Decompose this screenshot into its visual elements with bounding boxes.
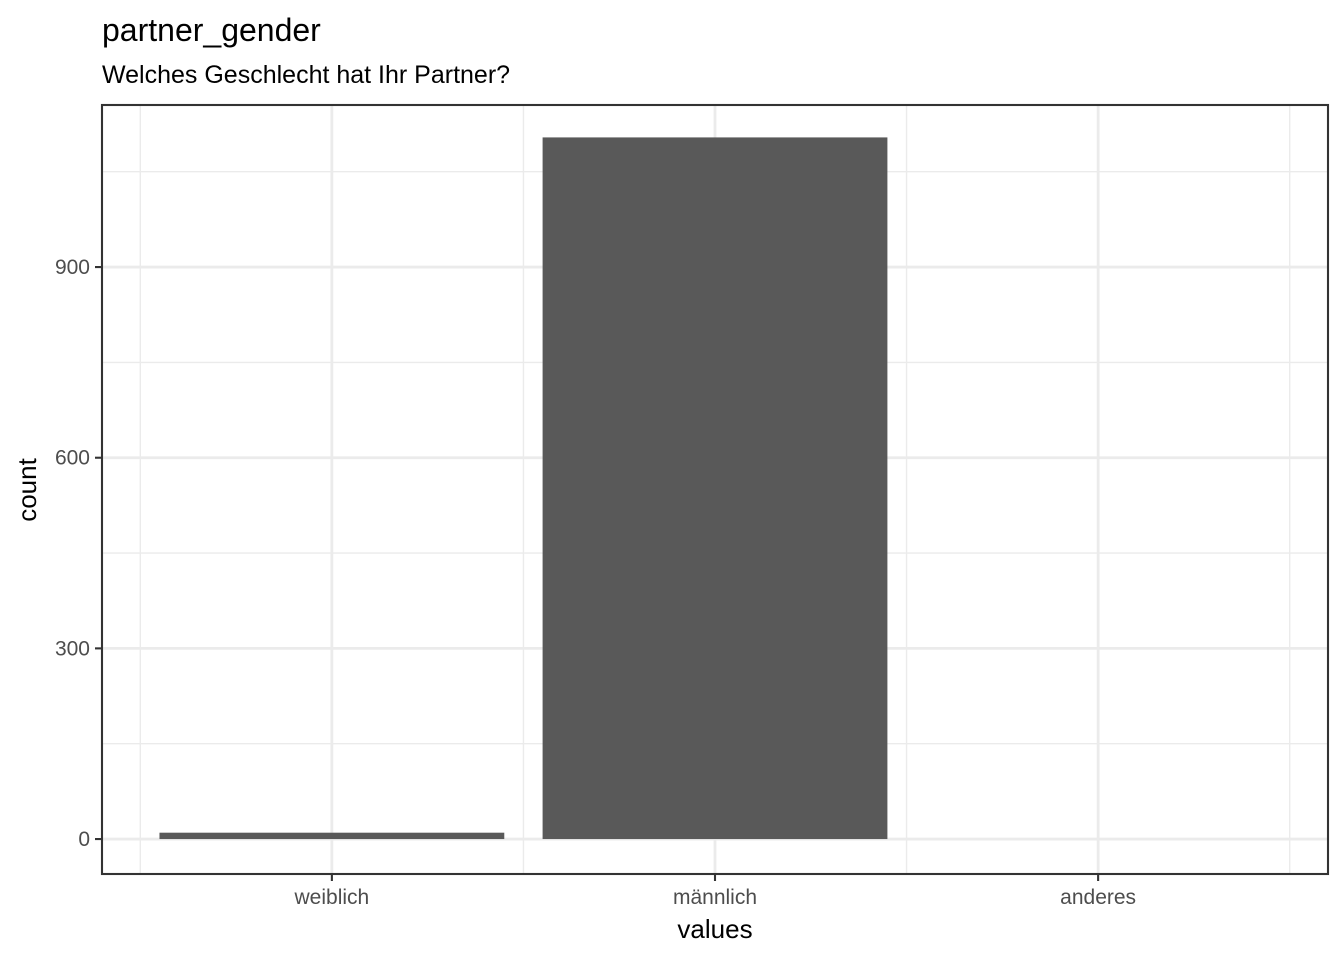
x-tick-label-weiblich: weiblich	[294, 886, 370, 909]
y-tick-label: 600	[55, 447, 90, 470]
bar-männlich	[542, 137, 888, 840]
x-tick-label-männlich: männlich	[673, 886, 757, 909]
chart-title: partner_gender	[102, 12, 321, 48]
x-axis-title: values	[677, 914, 752, 944]
plot-panel: 0 300 600 900 weiblich männlich anderes	[55, 103, 1330, 909]
x-tick-label-anderes: anderes	[1060, 886, 1136, 909]
y-axis-title: count	[12, 457, 42, 521]
bar-weiblich	[159, 832, 505, 840]
y-tick-label: 0	[78, 828, 90, 851]
y-tick-label: 900	[55, 256, 90, 279]
y-tick-label: 300	[55, 637, 90, 660]
chart-subtitle: Welches Geschlecht hat Ihr Partner?	[102, 61, 510, 89]
